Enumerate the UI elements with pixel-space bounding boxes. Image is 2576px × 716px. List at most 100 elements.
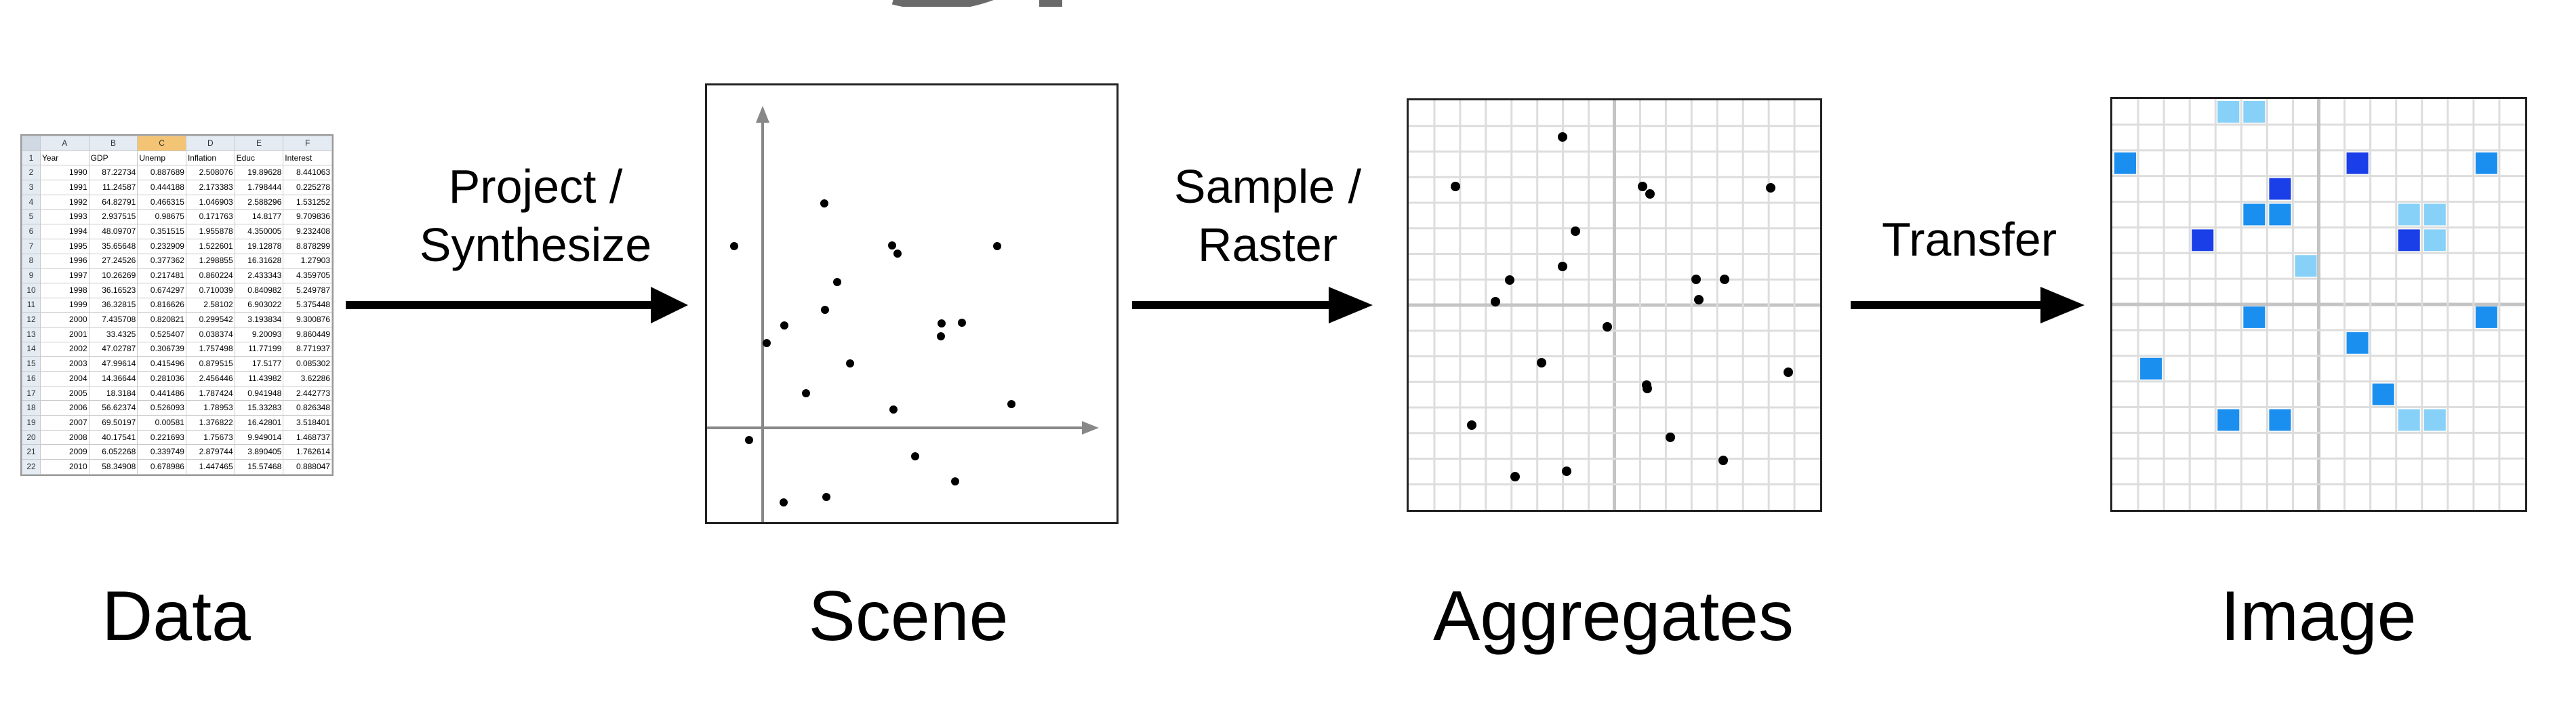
- image-pixel: [2423, 409, 2446, 431]
- project-label-line1: Project /: [448, 160, 623, 213]
- scene-point: [820, 199, 828, 207]
- sheet-cell: 2.173383: [185, 180, 235, 195]
- sheet-cell: 0.860224: [185, 268, 235, 283]
- sheet-cell: 2004: [40, 371, 89, 386]
- sheet-cell: 3.62286: [283, 371, 332, 386]
- sheet-cell: 2.879744: [185, 444, 235, 460]
- sheet-cell: 8.878299: [283, 238, 332, 254]
- sheet-cell: 87.22734: [88, 165, 138, 181]
- sheet-cell: 1998: [40, 282, 89, 298]
- aggregate-point: [1603, 322, 1612, 332]
- sheet-cell: 1.531252: [283, 194, 332, 210]
- sheet-cell: 2007: [40, 415, 89, 431]
- sheet-cell: 15.33283: [234, 400, 284, 416]
- sheet-cell: 0.232909: [137, 238, 186, 254]
- stage-label-aggregates: Aggregates: [1433, 577, 1794, 656]
- image-panel: [2110, 97, 2527, 512]
- sheet-cell: 3.193834: [234, 312, 284, 327]
- image-grid: [2112, 99, 2525, 510]
- sheet-row: 16 2004 14.36644 0.281036 2.456446 11.43982 3.…: [22, 371, 332, 386]
- sheet-cell: 0.306739: [137, 341, 186, 357]
- sheet-row: 19 2007 69.50197 0.00581 1.376822 16.42801 3.5…: [22, 415, 332, 431]
- sheet-row-number: 12: [22, 312, 41, 327]
- sheet-cell: 1991: [40, 180, 89, 195]
- sheet-cell: 1.468737: [283, 429, 332, 445]
- scene-point: [780, 498, 788, 506]
- sheet-row-number: 5: [22, 209, 41, 225]
- sheet-column-letter: F: [283, 136, 332, 151]
- stage-label-image: Image: [2220, 577, 2417, 656]
- sheet-cell: 5.375448: [283, 297, 332, 313]
- sample-arrow: [1132, 287, 1373, 323]
- sheet-row: 11 1999 36.32815 0.816626 2.58102 6.903022 5.3…: [22, 297, 332, 313]
- sheet-row-number: 8: [22, 253, 41, 269]
- scene-point: [951, 477, 959, 485]
- sheet-cell: 58.34908: [88, 459, 138, 475]
- aggregate-point: [1467, 420, 1476, 430]
- sheet-cell: 0.00581: [137, 415, 186, 431]
- sheet-cell: 7.435708: [88, 312, 138, 327]
- sheet-cell: 40.17541: [88, 429, 138, 445]
- scene-point: [993, 242, 1001, 250]
- sheet-row: 10 1998 36.16523 0.674297 0.710039 0.840982 5.…: [22, 282, 332, 298]
- sheet-cell: 36.32815: [88, 297, 138, 313]
- scene-point: [846, 359, 854, 367]
- sheet-cell: 6.052268: [88, 444, 138, 460]
- scene-point: [937, 332, 945, 340]
- aggregate-point: [1784, 367, 1793, 377]
- sheet-row: 5 1993 2.937515 0.98675 0.171763 14.8177 9.709…: [22, 209, 332, 225]
- sheet-cell: 64.82791: [88, 194, 138, 210]
- stage-label-scene: Scene: [808, 577, 1009, 656]
- sheet-cell: 1.762614: [283, 444, 332, 460]
- image-pixel: [2269, 203, 2291, 226]
- sheet-cell: 2.508076: [185, 165, 235, 181]
- data-spreadsheet: A B C D E F 1 Year GDP Unemp Inflation Educ Interest…: [20, 134, 334, 476]
- scene-panel: [705, 83, 1119, 524]
- sheet-cell: 9.300876: [283, 312, 332, 327]
- sheet-cell: 0.879515: [185, 356, 235, 372]
- sheet-column-letter: B: [88, 136, 138, 151]
- sheet-cell: 1990: [40, 165, 89, 181]
- sheet-cell: 9.232408: [283, 224, 332, 239]
- project-arrow-label: Project / Synthesize: [380, 157, 691, 274]
- sheet-cell: 6.903022: [234, 297, 284, 313]
- sheet-cell: 1.376822: [185, 415, 235, 431]
- sheet-cell: 2000: [40, 312, 89, 327]
- sheet-cell: 1.757498: [185, 341, 235, 357]
- sheet-cell: 1.27903: [283, 253, 332, 269]
- sheet-cell: 36.16523: [88, 282, 138, 298]
- aggregate-point: [1562, 466, 1571, 476]
- image-pixel: [2269, 178, 2291, 200]
- project-label-line2: Synthesize: [419, 218, 652, 271]
- aggregate-point: [1694, 295, 1704, 304]
- sheet-cell: 0.98675: [137, 209, 186, 225]
- sheet-row-number: 20: [22, 429, 41, 445]
- sheet-cell: 2.588296: [234, 194, 284, 210]
- sheet-cell: 0.377362: [137, 253, 186, 269]
- sheet-cell: 2009: [40, 444, 89, 460]
- sheet-row: 22 2010 58.34908 0.678986 1.447465 15.57468 0.…: [22, 459, 332, 475]
- sheet-cell: 0.444188: [137, 180, 186, 195]
- sheet-cell: 5.249787: [283, 282, 332, 298]
- sheet-cell: 16.42801: [234, 415, 284, 431]
- sheet-cell: 3.890405: [234, 444, 284, 460]
- sheet-row: 6 1994 48.09707 0.351515 1.955878 4.350005 9.2…: [22, 224, 332, 239]
- image-pixel: [2398, 409, 2420, 431]
- sheet-cell: 0.816626: [137, 297, 186, 313]
- sheet-cell: 4.350005: [234, 224, 284, 239]
- scene-point: [893, 250, 902, 258]
- sheet-cell: 14.36644: [88, 371, 138, 386]
- image-pixel: [2372, 383, 2394, 405]
- scene-point: [730, 242, 738, 250]
- sheet-row: 21 2009 6.052268 0.339749 2.879744 3.890405 1.…: [22, 444, 332, 460]
- aggregate-point: [1537, 358, 1546, 367]
- sheet-row-number: 9: [22, 268, 41, 283]
- scene-point: [763, 339, 771, 347]
- sheet-cell: 1997: [40, 268, 89, 283]
- aggregate-point: [1643, 384, 1652, 393]
- image-pixel: [2217, 101, 2240, 123]
- sheet-cell: 2008: [40, 429, 89, 445]
- sheet-cell: 48.09707: [88, 224, 138, 239]
- sheet-row: 13 2001 33.4325 0.525407 0.038374 9.20093 9.86…: [22, 326, 332, 342]
- sheet-column-letter: C: [137, 136, 186, 151]
